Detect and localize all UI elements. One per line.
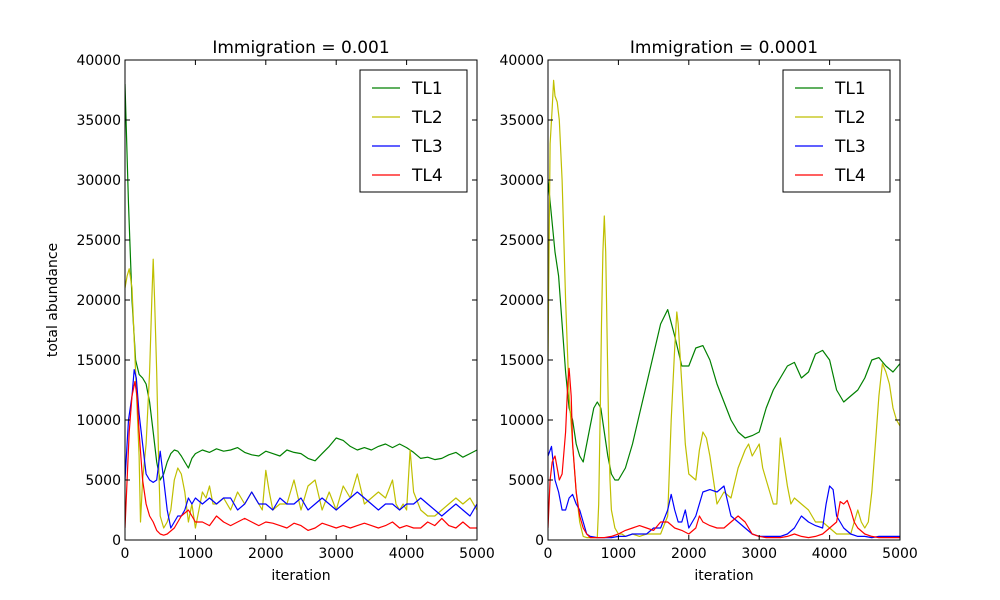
x-tick-label: 5000 <box>882 546 918 562</box>
legend-label-tl2: TL2 <box>411 108 443 128</box>
y-tick-label: 15000 <box>76 353 121 369</box>
legend-label-tl4: TL4 <box>411 166 443 186</box>
chart-panel-1: 0 1000 2000 3000 4000 5000 0 5000 10000 15000 2000… <box>45 38 495 584</box>
y-tick-label: 5000 <box>508 473 544 489</box>
x-tick-label: 2000 <box>248 546 284 562</box>
y-tick-label: 30000 <box>499 173 544 189</box>
series-line-tl3 <box>548 445 900 539</box>
y-tick-label: 5000 <box>85 473 121 489</box>
y-tick-label: 10000 <box>76 413 121 429</box>
x-tick-label: 4000 <box>389 546 425 562</box>
x-tick-label: 2000 <box>671 546 707 562</box>
series-line-tl2 <box>548 79 900 539</box>
chart-title: Immigration = 0.0001 <box>630 38 818 58</box>
legend: TL1 TL2 TL3 TL4 <box>359 69 468 193</box>
x-tick-label: 5000 <box>459 546 495 562</box>
y-tick-label: 25000 <box>499 233 544 249</box>
y-tick-label: 15000 <box>499 353 544 369</box>
x-tick-label: 1000 <box>601 546 637 562</box>
legend-label-tl4: TL4 <box>834 166 866 186</box>
series-group <box>125 83 477 536</box>
series-line-tl3 <box>125 369 477 529</box>
x-tick-label: 0 <box>544 546 553 562</box>
y-tick-label: 20000 <box>76 293 121 309</box>
x-tick-label: 0 <box>121 546 130 562</box>
series-line-tl2 <box>125 258 477 529</box>
series-group <box>548 79 900 539</box>
x-tick-label: 3000 <box>741 546 777 562</box>
y-tick-label: 40000 <box>499 53 544 69</box>
y-tick-label: 40000 <box>76 53 121 69</box>
y-tick-label: 30000 <box>76 173 121 189</box>
x-tick-label: 1000 <box>178 546 214 562</box>
y-tick-label: 35000 <box>499 113 544 129</box>
legend-box <box>782 69 891 193</box>
legend-box <box>359 69 468 193</box>
legend-label-tl3: TL3 <box>834 137 866 157</box>
x-axis-label: iteration <box>271 568 330 584</box>
y-axis-label: total abundance <box>45 243 61 357</box>
y-tick-label: 0 <box>112 533 121 549</box>
x-tick-label: 4000 <box>812 546 848 562</box>
series-line-tl1 <box>125 83 477 481</box>
x-tick-label: 3000 <box>318 546 354 562</box>
legend-label-tl1: TL1 <box>834 79 866 99</box>
legend-label-tl3: TL3 <box>411 137 443 157</box>
chart-panel-2: 0 1000 2000 3000 4000 5000 0 5000 10000 15000 2000… <box>499 38 917 584</box>
series-line-tl4 <box>125 381 477 536</box>
series-line-tl1 <box>548 179 900 481</box>
y-tick-label: 35000 <box>76 113 121 129</box>
legend-label-tl2: TL2 <box>834 108 866 128</box>
y-tick-label: 10000 <box>499 413 544 429</box>
y-tick-label: 20000 <box>499 293 544 309</box>
chart-title: Immigration = 0.001 <box>212 38 389 58</box>
legend-label-tl1: TL1 <box>411 79 443 99</box>
x-axis-label: iteration <box>694 568 753 584</box>
legend: TL1 TL2 TL3 TL4 <box>782 69 891 193</box>
series-line-tl4 <box>548 367 900 539</box>
y-tick-label: 0 <box>535 533 544 549</box>
y-tick-label: 25000 <box>76 233 121 249</box>
